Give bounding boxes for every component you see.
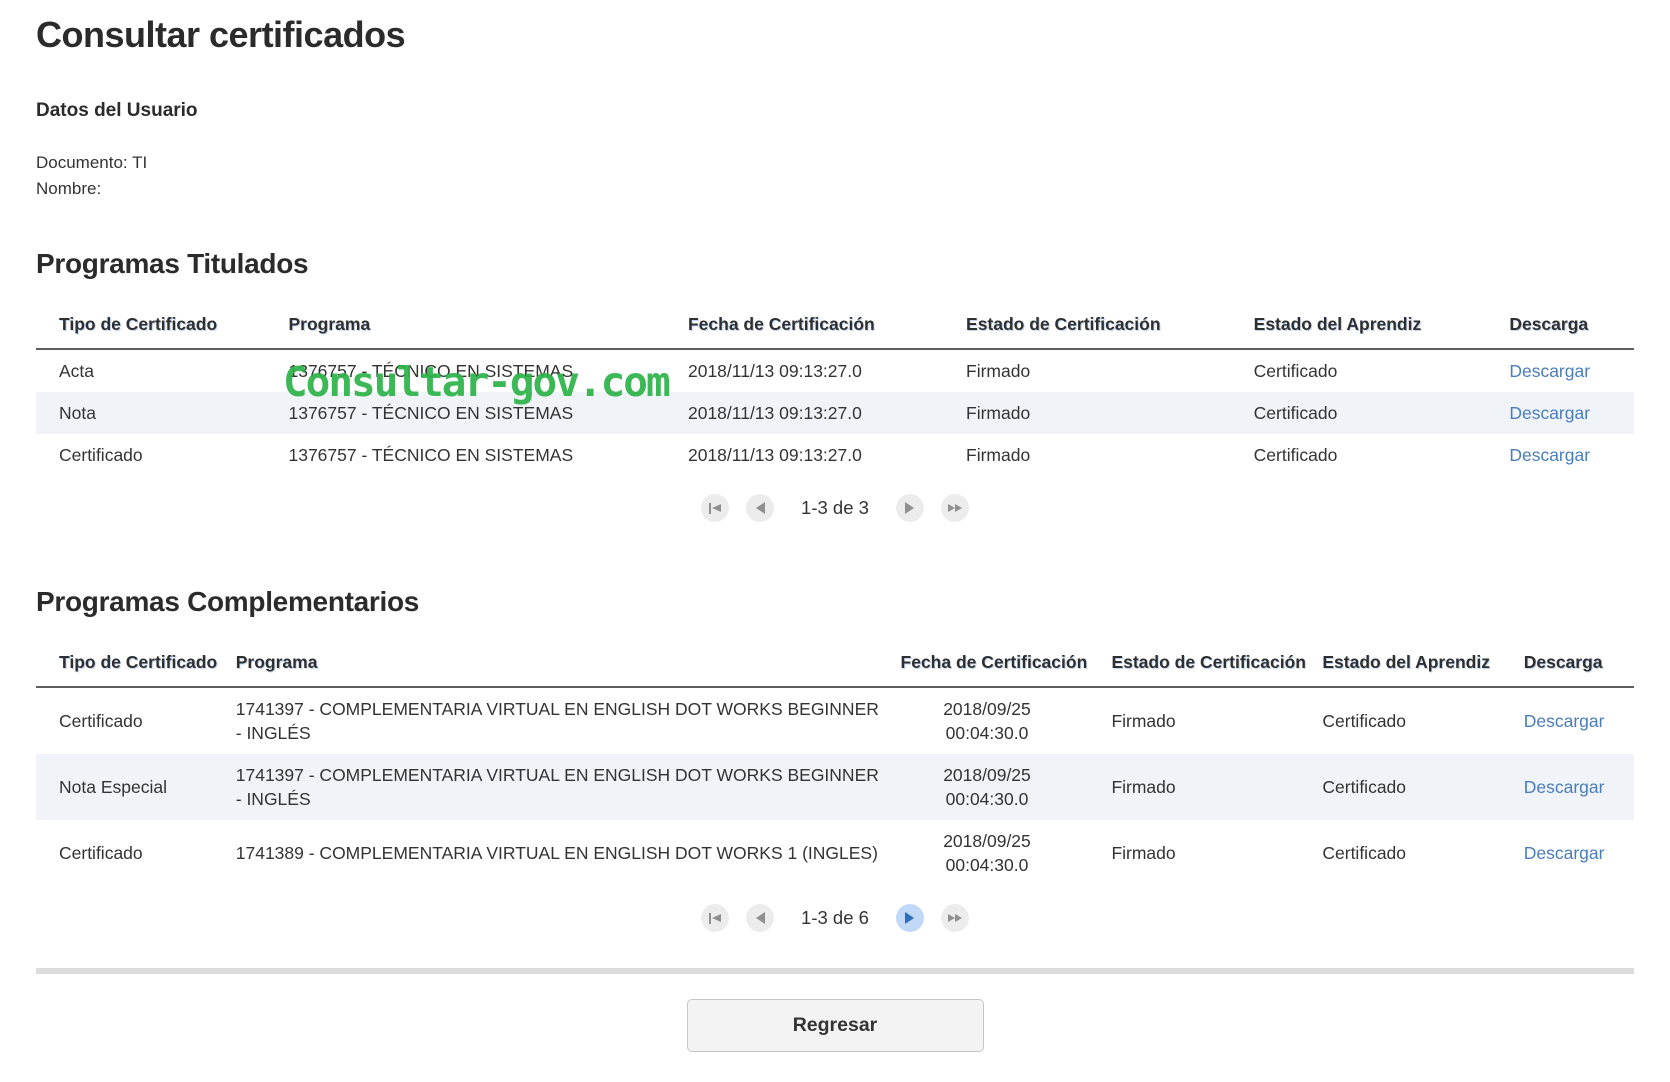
user-documento: Documento: TI: [36, 153, 148, 172]
cell-programa: 1376757 - TÉCNICO EN SISTEMAS: [288, 445, 574, 465]
table-row: Nota Especial 1741397 - COMPLEMENTARIA V…: [36, 754, 1634, 820]
titulados-table: Tipo de Certificado Programa Fecha de Ce…: [36, 296, 1634, 476]
cell-estado-certificacion: Firmado: [1111, 711, 1176, 731]
last-page-button[interactable]: [940, 904, 969, 932]
column-header-descarga: Descarga: [1501, 296, 1634, 350]
pagination-label: 1-3 de 3: [801, 497, 869, 518]
column-header-estado-aprendiz: Estado del Aprendiz: [1314, 634, 1516, 688]
descargar-link[interactable]: Descargar: [1523, 711, 1605, 731]
cell-tipo: Nota: [36, 392, 281, 434]
user-data: Documento: TI Nombre:: [36, 150, 1634, 202]
descargar-link[interactable]: Descargar: [1523, 843, 1605, 863]
column-header-tipo: Tipo de Certificado: [36, 634, 228, 688]
first-page-icon: [708, 502, 722, 514]
cell-tipo: Certificado: [59, 445, 143, 465]
table-row: Certificado 1741389 - COMPLEMENTARIA VIR…: [36, 820, 1634, 886]
column-header-descarga: Descarga: [1515, 634, 1634, 688]
cell-estado-aprendiz: Certificado: [1253, 361, 1338, 381]
last-page-icon: [947, 914, 962, 922]
cell-programa: 1741397 - COMPLEMENTARIA VIRTUAL EN ENGL…: [227, 754, 893, 820]
cell-estado-certificacion: Firmado: [966, 361, 1031, 381]
cell-descarga: Descargar: [1501, 392, 1634, 434]
previous-page-button[interactable]: [746, 494, 775, 522]
cell-estado-certificacion: Firmado: [1111, 843, 1176, 863]
column-header-estado-certificacion: Estado de Certificación: [958, 296, 1246, 350]
cell-fecha: 2018/09/25 00:04:30.0: [892, 754, 1104, 820]
first-page-button[interactable]: [701, 904, 730, 932]
titulados-table-container: Consultar-gov.com Tipo de Certificado Pr…: [36, 296, 1634, 532]
descargar-link[interactable]: Descargar: [1509, 361, 1591, 381]
cell-descarga: Descargar: [1515, 754, 1634, 820]
divider: [36, 968, 1634, 974]
cell-estado-certificacion: Firmado: [1103, 754, 1315, 820]
first-page-button[interactable]: [701, 494, 730, 522]
cell-tipo: Certificado: [59, 843, 143, 863]
first-page-icon: [708, 912, 722, 924]
next-page-button[interactable]: [895, 904, 924, 932]
cell-fecha: 2018/11/13 09:13:27.0: [687, 361, 862, 381]
regresar-button[interactable]: Regresar: [686, 999, 984, 1052]
descargar-link[interactable]: Descargar: [1509, 403, 1591, 423]
pagination-label: 1-3 de 6: [801, 907, 869, 928]
cell-fecha: 2018/11/13 09:13:27.0: [687, 445, 862, 465]
cell-fecha: 2018/11/13 09:13:27.0: [679, 392, 959, 434]
next-page-icon: [905, 912, 915, 924]
titulados-section-title: Programas Titulados: [36, 248, 309, 279]
previous-page-button[interactable]: [746, 904, 775, 932]
cell-estado-aprendiz: Certificado: [1314, 754, 1516, 820]
next-page-button[interactable]: [895, 494, 924, 522]
cell-descarga: Descargar: [1516, 820, 1634, 886]
next-page-icon: [905, 502, 915, 514]
titulados-header-row: Tipo de Certificado Programa Fecha de Ce…: [36, 296, 1634, 350]
table-row: Acta 1376757 - TÉCNICO EN SISTEMAS 2018/…: [36, 349, 1634, 392]
column-header-fecha: Fecha de Certificación: [892, 634, 1104, 688]
table-row: Certificado 1376757 - TÉCNICO EN SISTEMA…: [36, 434, 1634, 476]
column-header-programa: Programa: [280, 296, 680, 350]
user-section-title: Datos del Usuario: [36, 100, 198, 121]
cell-estado-aprendiz: Certificado: [1322, 843, 1407, 863]
cell-programa: 1741389 - COMPLEMENTARIA VIRTUAL EN ENGL…: [235, 843, 878, 863]
complementarios-section-title: Programas Complementarios: [36, 586, 420, 617]
column-header-estado-aprendiz: Estado del Aprendiz: [1245, 296, 1502, 350]
complementarios-header-row: Tipo de Certificado Programa Fecha de Ce…: [36, 634, 1634, 688]
cell-descarga: Descargar: [1501, 349, 1634, 392]
cell-tipo: Acta: [59, 361, 95, 381]
cell-programa: 1741397 - COMPLEMENTARIA VIRTUAL EN ENGL…: [235, 699, 879, 743]
descargar-link[interactable]: Descargar: [1509, 445, 1591, 465]
previous-page-icon: [755, 502, 765, 514]
cell-programa: 1376757 - TÉCNICO EN SISTEMAS: [288, 361, 574, 381]
cell-tipo: Certificado: [59, 711, 143, 731]
cell-estado-aprendiz: Certificado: [1322, 711, 1407, 731]
complementarios-table: Tipo de Certificado Programa Fecha de Ce…: [36, 634, 1634, 886]
complementarios-pagination: 1-3 de 6: [36, 898, 1634, 942]
cell-fecha: 2018/09/25 00:04:30.0: [943, 699, 1031, 743]
last-page-icon: [947, 504, 962, 512]
column-header-tipo: Tipo de Certificado: [36, 296, 281, 350]
cell-fecha: 2018/09/25 00:04:30.0: [943, 831, 1031, 875]
cell-descarga: Descargar: [1501, 434, 1634, 476]
cell-tipo: Nota Especial: [36, 754, 228, 820]
complementarios-table-container: Tipo de Certificado Programa Fecha de Ce…: [36, 634, 1634, 942]
consultar-certificados-page: Consultar certificados Datos del Usuario…: [0, 14, 1670, 1082]
cell-estado-certificacion: Firmado: [966, 445, 1031, 465]
page-title: Consultar certificados: [36, 14, 406, 55]
cell-estado-aprendiz: Certificado: [1253, 445, 1338, 465]
previous-page-icon: [755, 912, 765, 924]
column-header-fecha: Fecha de Certificación: [679, 296, 959, 350]
column-header-programa: Programa: [227, 634, 893, 688]
last-page-button[interactable]: [940, 494, 969, 522]
table-row: Nota 1376757 - TÉCNICO EN SISTEMAS 2018/…: [36, 392, 1634, 434]
titulados-pagination: 1-3 de 3: [36, 488, 1634, 532]
descargar-link[interactable]: Descargar: [1523, 777, 1605, 797]
cell-programa: 1376757 - TÉCNICO EN SISTEMAS: [280, 392, 680, 434]
table-row: Certificado 1741397 - COMPLEMENTARIA VIR…: [36, 687, 1634, 754]
column-header-estado-certificacion: Estado de Certificación: [1103, 634, 1315, 688]
cell-descarga: Descargar: [1516, 687, 1634, 754]
user-nombre: Nombre:: [36, 179, 102, 198]
cell-estado-aprendiz: Certificado: [1245, 392, 1502, 434]
cell-estado-certificacion: Firmado: [958, 392, 1246, 434]
